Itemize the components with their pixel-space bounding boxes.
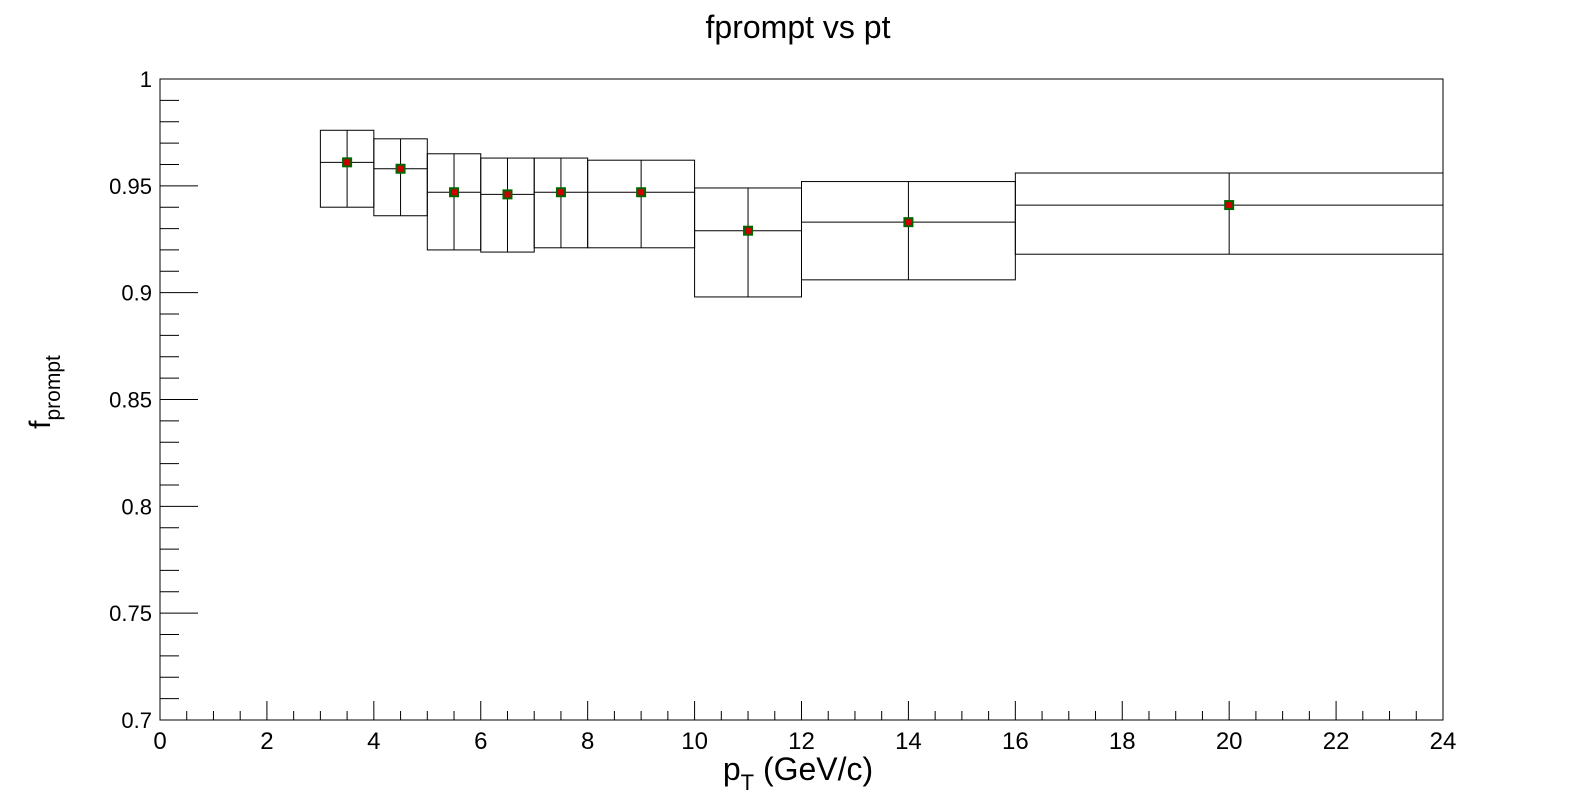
- plot-frame: [159, 78, 1444, 721]
- x-tick-label: 12: [788, 728, 815, 755]
- x-tick-label: 14: [895, 728, 922, 755]
- y-tick-label: 0.95: [109, 174, 152, 199]
- x-axis-label-main: p: [723, 751, 741, 787]
- x-tick-label: 10: [681, 728, 708, 755]
- x-axis: 0 2 4 6 8 10 12 14 16 18 20 22 24: [153, 701, 1456, 755]
- x-tick-label: 8: [581, 728, 594, 755]
- y-axis-label: fprompt: [24, 355, 65, 429]
- y-tick-label: 0.85: [109, 388, 152, 413]
- data-point: [342, 157, 353, 168]
- x-tick-label: 18: [1109, 728, 1136, 755]
- x-axis-label-rest: (GeV/c): [754, 751, 873, 787]
- y-axis-label-main: f: [24, 420, 57, 429]
- data-point: [743, 225, 754, 236]
- svg-text:fprompt: fprompt: [24, 355, 65, 429]
- data-point: [903, 217, 914, 228]
- x-tick-label: 0: [153, 728, 166, 755]
- x-tick-label: 16: [1002, 728, 1029, 755]
- y-tick-label: 1: [140, 67, 152, 92]
- data-point: [636, 187, 647, 198]
- x-tick-label: 4: [367, 728, 380, 755]
- data-point: [555, 187, 566, 198]
- data-point: [449, 187, 460, 198]
- x-tick-label: 20: [1216, 728, 1243, 755]
- x-tick-label: 6: [474, 728, 487, 755]
- x-tick-label: 22: [1323, 728, 1350, 755]
- svg-text:pT (GeV/c): pT (GeV/c): [723, 751, 873, 795]
- x-axis-label-sub: T: [741, 770, 754, 795]
- y-tick-label: 0.75: [109, 601, 152, 626]
- error-boxes: [319, 129, 1444, 298]
- data-point: [395, 163, 406, 174]
- data-point: [502, 189, 513, 200]
- y-tick-label: 0.8: [121, 494, 152, 519]
- y-tick-label: 0.9: [121, 281, 152, 306]
- y-axis-label-sub: prompt: [42, 355, 65, 421]
- data-point: [1224, 200, 1235, 211]
- x-tick-label: 24: [1430, 728, 1457, 755]
- chart-title: fprompt vs pt: [706, 9, 891, 45]
- x-tick-label: 2: [260, 728, 273, 755]
- x-axis-label: pT (GeV/c): [723, 751, 873, 795]
- y-axis: 0.7 0.75 0.8 0.85 0.9 0.95 1: [109, 67, 198, 733]
- y-tick-label: 0.7: [121, 708, 152, 733]
- data-markers: [342, 157, 1235, 236]
